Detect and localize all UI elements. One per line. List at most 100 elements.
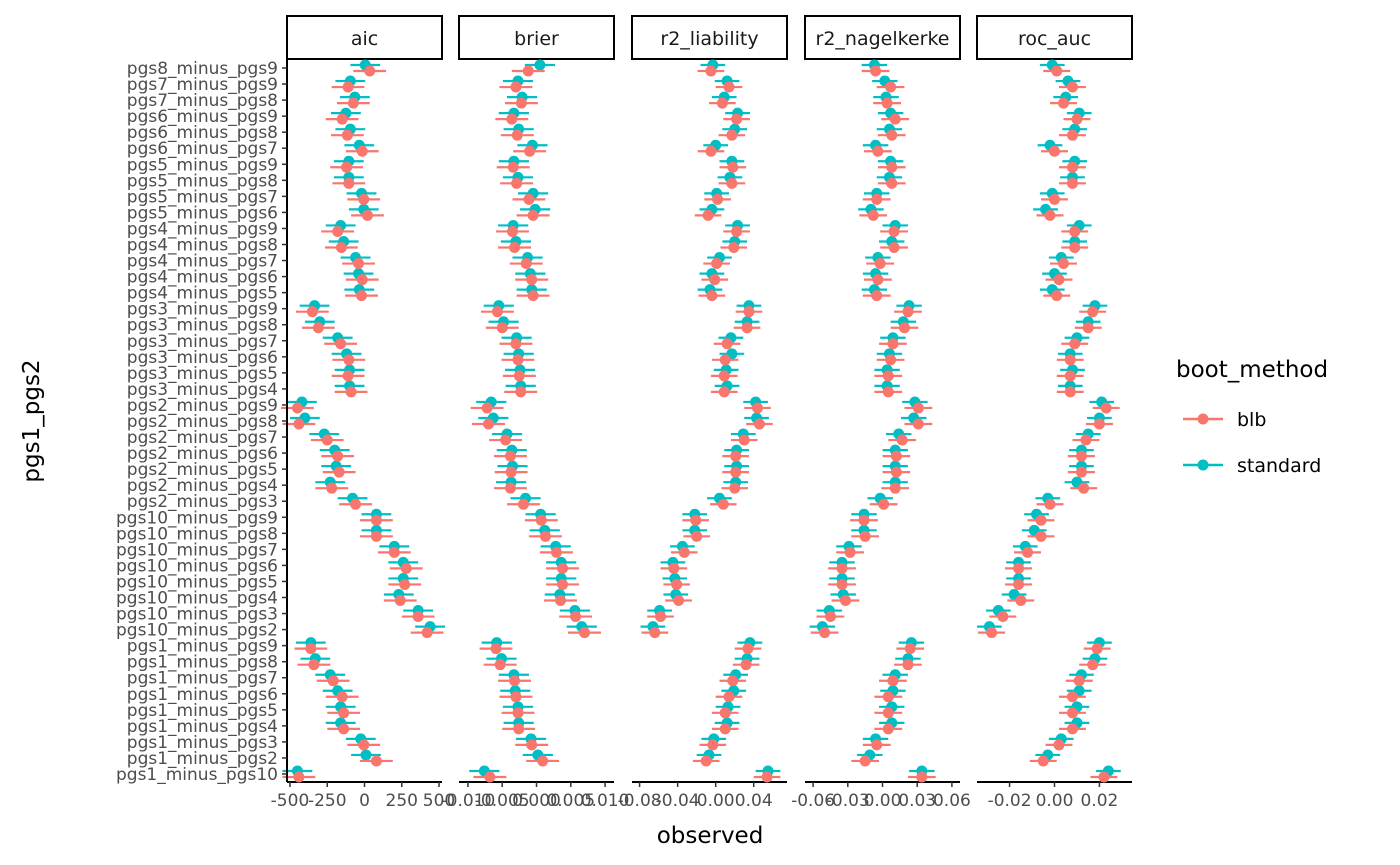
y-tick-label-pgs2-minus-pgs8: pgs2_minus_pgs8 <box>127 412 278 432</box>
data-point <box>824 611 836 623</box>
data-point <box>347 97 359 109</box>
data-point <box>1035 530 1047 542</box>
data-point <box>649 627 661 639</box>
data-point <box>1013 578 1025 590</box>
data-point <box>729 482 741 494</box>
data-point <box>517 498 529 510</box>
data-point <box>723 81 735 93</box>
series-blb-roc-auc <box>978 65 1120 783</box>
data-point <box>887 675 899 687</box>
y-tick-label-pgs1-minus-pgs7: pgs1_minus_pgs7 <box>127 669 278 689</box>
y-tick-label-pgs2-minus-pgs4: pgs2_minus_pgs4 <box>127 476 278 496</box>
data-point <box>358 193 370 205</box>
y-tick-label-pgs4-minus-pgs5: pgs4_minus_pgs5 <box>127 284 278 304</box>
y-tick-label-pgs2-minus-pgs3: pgs2_minus_pgs3 <box>127 492 278 512</box>
data-point <box>890 466 902 478</box>
data-point <box>342 81 354 93</box>
data-point <box>673 595 685 606</box>
data-point <box>1053 274 1065 286</box>
y-tick-label-pgs10-minus-pgs3: pgs10_minus_pgs3 <box>116 605 278 625</box>
data-point <box>506 225 518 237</box>
data-point <box>836 562 848 574</box>
data-point <box>889 482 901 494</box>
facet-label-aic: aic <box>351 28 378 50</box>
y-tick-label-pgs1-minus-pgs3: pgs1_minus_pgs3 <box>127 733 278 753</box>
legend-title: boot_method <box>1176 357 1328 383</box>
data-point <box>1073 675 1085 687</box>
y-axis: pgs8_minus_pgs9pgs7_minus_pgs9pgs7_minus… <box>116 59 288 785</box>
data-point <box>885 81 897 93</box>
data-point <box>709 274 721 286</box>
y-tick-label-pgs3-minus-pgs5: pgs3_minus_pgs5 <box>127 364 278 384</box>
data-point <box>484 771 496 783</box>
series-standard-r2-nagelkerke <box>809 59 935 777</box>
data-point <box>1066 691 1078 703</box>
data-point <box>321 434 333 446</box>
data-point <box>671 578 683 590</box>
data-point <box>511 129 523 141</box>
data-point <box>361 209 373 221</box>
data-point <box>1057 258 1069 270</box>
data-point <box>1078 482 1090 494</box>
y-tick-label-pgs3-minus-pgs9: pgs3_minus_pgs9 <box>127 300 278 320</box>
y-tick-label-pgs10-minus-pgs6: pgs10_minus_pgs6 <box>116 556 278 576</box>
data-point <box>997 611 1009 623</box>
data-point <box>678 546 690 558</box>
data-point <box>336 691 348 703</box>
data-point <box>394 595 406 606</box>
data-point <box>887 338 899 350</box>
y-tick-label-pgs6-minus-pgs8: pgs6_minus_pgs8 <box>127 123 278 143</box>
x-tick-label: 0.00 <box>864 791 902 811</box>
data-point <box>730 450 742 462</box>
x-tick-label: 0 <box>359 791 370 811</box>
y-tick-label-pgs10-minus-pgs4: pgs10_minus_pgs4 <box>116 589 278 609</box>
legend-key-standard-point <box>1197 459 1209 471</box>
data-point <box>388 546 400 558</box>
y-tick-label-pgs4-minus-pgs8: pgs4_minus_pgs8 <box>127 236 278 256</box>
data-point <box>370 530 382 542</box>
y-tick-label-pgs1-minus-pgs10: pgs1_minus_pgs10 <box>116 765 278 785</box>
data-point <box>338 707 350 719</box>
data-point <box>335 242 347 253</box>
data-point <box>986 627 998 639</box>
data-point <box>336 113 348 125</box>
data-point <box>753 418 765 430</box>
y-tick-label-pgs3-minus-pgs4: pgs3_minus_pgs4 <box>127 380 278 400</box>
data-point <box>513 723 525 735</box>
y-tick-label-pgs1-minus-pgs4: pgs1_minus_pgs4 <box>127 717 278 737</box>
data-point <box>550 546 562 558</box>
data-point <box>1100 402 1112 414</box>
data-point <box>504 482 516 494</box>
data-point <box>535 514 547 526</box>
data-point <box>700 755 712 767</box>
data-point <box>1064 386 1076 398</box>
data-point <box>707 739 719 751</box>
data-point <box>341 129 353 141</box>
y-tick-label-pgs1-minus-pgs6: pgs1_minus_pgs6 <box>127 685 278 705</box>
data-point <box>882 723 894 735</box>
data-point <box>338 723 350 735</box>
data-point <box>326 482 338 494</box>
data-point <box>706 290 718 302</box>
y-tick-label-pgs1-minus-pgs2: pgs1_minus_pgs2 <box>127 749 278 769</box>
y-tick-label-pgs10-minus-pgs2: pgs10_minus_pgs2 <box>116 621 278 641</box>
data-point <box>1066 707 1078 719</box>
data-point <box>1098 771 1110 783</box>
facet-aic: aic -500-250 0 250 500 <box>271 15 455 811</box>
legend-label-blb: blb <box>1237 409 1266 431</box>
x-tick-label: 0.00 <box>697 791 735 811</box>
data-point <box>332 450 344 462</box>
data-point <box>705 145 717 157</box>
data-point <box>510 81 522 93</box>
x-tick-label: 0.04 <box>735 791 773 811</box>
data-point <box>327 675 339 687</box>
data-point <box>885 354 897 366</box>
data-point <box>727 675 739 687</box>
series-blb-r2-liability <box>641 65 781 783</box>
data-point <box>527 209 539 221</box>
y-tick-label-pgs6-minus-pgs9: pgs6_minus_pgs9 <box>127 107 278 127</box>
data-point <box>1066 129 1078 141</box>
y-tick-label-pgs3-minus-pgs7: pgs3_minus_pgs7 <box>127 332 278 352</box>
data-point <box>1053 739 1065 751</box>
x-tick-label: -0.04 <box>656 791 700 811</box>
